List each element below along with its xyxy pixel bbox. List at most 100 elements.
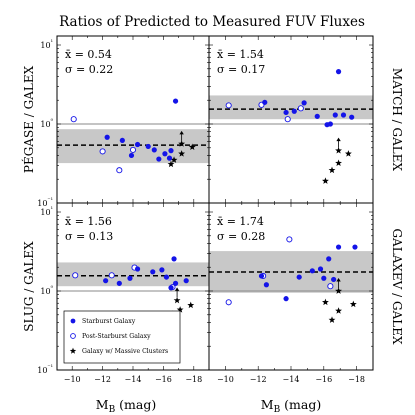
starburst-point (349, 114, 355, 120)
starburst-point (335, 244, 342, 250)
y-axis-label: MATCH / GALEX (390, 68, 404, 172)
x-tick-label: −14 (125, 375, 142, 384)
starburst-point (127, 275, 133, 281)
legend-cluster-marker (69, 347, 77, 354)
post-starburst-point (284, 116, 291, 123)
post-starburst-point (70, 116, 77, 123)
starburst-point (166, 155, 173, 161)
panel-2: x̄ = 1.54 σ = 0.17 MATCH / GALEX (208, 35, 404, 204)
starburst-point (171, 256, 177, 262)
post-starburst-point (99, 148, 106, 155)
starburst-point (119, 137, 125, 144)
starburst-point (134, 141, 141, 148)
starburst-point (128, 152, 135, 159)
mean-value-label: x̄ = 0.54 (65, 48, 112, 61)
arrow-head (336, 278, 341, 282)
cluster-star-point (322, 298, 329, 306)
starburst-point (172, 98, 179, 104)
starburst-point (283, 296, 289, 302)
x-axis-label-right: MB (mag) (261, 397, 321, 415)
legend-post-starburst-marker (70, 333, 76, 339)
starburst-point (150, 269, 156, 275)
starburst-point (156, 156, 162, 162)
y-tick-label: 10⁻¹ (37, 197, 53, 208)
y-axis-label: GALAXEV / GALEX (390, 228, 404, 345)
y-tick-label: 10⁰ (40, 285, 53, 296)
x-tick-label: −10 (64, 375, 81, 384)
starburst-point (168, 148, 174, 154)
cluster-star-point (322, 177, 329, 184)
cluster-star-point (167, 160, 175, 168)
x-tick-label: −12 (94, 375, 111, 384)
cluster-star-point (178, 150, 186, 157)
arrow-head (336, 137, 341, 142)
chart-title: Ratios of Predicted to Measured FUV Flux… (59, 14, 365, 30)
y-tick-label: 10¹ (40, 39, 53, 50)
starburst-point (340, 112, 347, 118)
mean-value-label: x̄ = 1.74 (217, 215, 264, 228)
legend-box (63, 310, 181, 364)
cluster-star-point (188, 143, 196, 151)
post-starburst-point (129, 146, 137, 153)
x-tick-label: −18 (348, 375, 365, 384)
starburst-point (172, 280, 179, 286)
starburst-point (314, 113, 320, 119)
cluster-star-point (328, 316, 336, 323)
starburst-point (163, 274, 170, 280)
post-starburst-point (225, 299, 232, 306)
sigma-value-label: σ = 0.13 (65, 230, 113, 243)
x-tick-label: −12 (250, 375, 267, 384)
cluster-star-point (335, 287, 342, 294)
mean-value-label: x̄ = 1.56 (65, 215, 112, 228)
starburst-point (327, 121, 333, 127)
post-starburst-point (108, 272, 115, 279)
starburst-point (335, 69, 342, 75)
starburst-point (321, 275, 327, 281)
x-tick-label: −16 (155, 375, 172, 384)
cluster-star-point (176, 306, 184, 313)
post-starburst-point (225, 102, 232, 109)
x-tick-label: −14 (283, 375, 300, 384)
starburst-point (162, 151, 168, 157)
cluster-star-point (349, 300, 357, 308)
panel-frame (208, 202, 374, 371)
starburst-point (116, 280, 122, 286)
sigma-band (57, 129, 209, 164)
x-axis-label-left: MB (mag) (96, 397, 156, 415)
y-tick-label: 10⁰ (40, 118, 53, 129)
starburst-point (262, 99, 268, 105)
legend-starburst-marker (70, 318, 76, 324)
arrow-head (179, 130, 184, 135)
starburst-point (145, 143, 151, 150)
y-tick-label: 10¹ (40, 206, 53, 217)
cluster-star-point (187, 301, 195, 309)
starburst-point (103, 278, 109, 284)
sigma-value-label: σ = 0.22 (65, 63, 113, 76)
starburst-point (317, 266, 324, 272)
sigma-band (57, 262, 209, 287)
panel-frame (208, 35, 374, 204)
cluster-star-point (344, 150, 352, 157)
starburst-point (159, 267, 165, 273)
cluster-star-point (335, 159, 342, 167)
arrow-head (174, 287, 180, 291)
cluster-star-point (170, 156, 178, 163)
sigma-value-label: σ = 0.17 (217, 63, 265, 76)
panel-1: 10⁻¹ 10⁰ 10¹ x̄ = 0.54 σ = 0.22 PÉGASE / GALE… (21, 35, 210, 208)
legend: Starburst Galaxy Post-Starburst Galaxy Gal… (63, 310, 181, 364)
cluster-star-point (335, 147, 342, 154)
mean-value-label: x̄ = 1.54 (217, 48, 264, 61)
starburst-point (301, 100, 307, 106)
post-starburst-point (327, 283, 334, 290)
y-axis-label: SLUG / GALEX (22, 241, 36, 332)
x-tick-label: −16 (315, 375, 332, 384)
legend-label: Post-Starburst Galaxy (82, 333, 151, 340)
starburst-point (134, 266, 141, 272)
cluster-star-point (178, 140, 186, 147)
cluster-star-point (173, 296, 181, 304)
panel-frame (56, 35, 210, 204)
sigma-value-label: σ = 0.28 (217, 230, 265, 243)
starburst-point (283, 109, 289, 116)
post-starburst-point (297, 105, 304, 112)
